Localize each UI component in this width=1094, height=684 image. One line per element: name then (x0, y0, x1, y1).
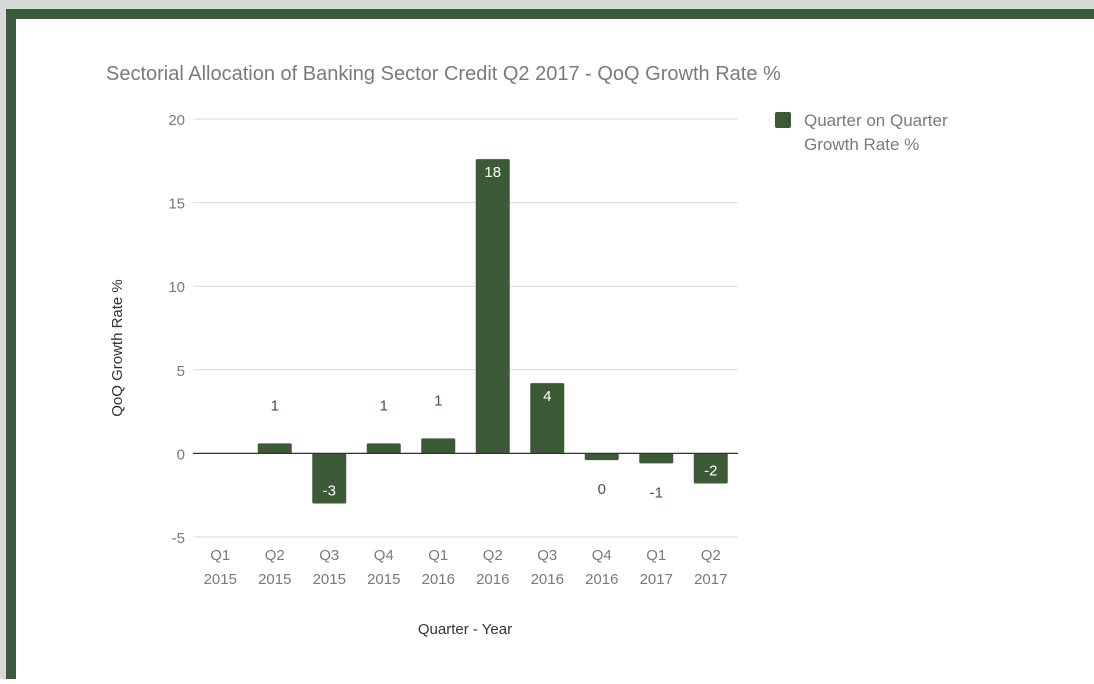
x-tick-label-year: 2015 (258, 571, 291, 588)
bars (257, 159, 728, 504)
y-tick-label: 5 (177, 363, 185, 380)
frame-border-top (6, 9, 1094, 19)
data-label: 18 (484, 164, 501, 181)
y-tick-label: -5 (172, 530, 185, 547)
x-tick-label-year: 2016 (531, 571, 564, 588)
x-axis-label: Quarter - Year (418, 621, 512, 638)
x-tick-label-quarter: Q1 (210, 547, 230, 564)
x-tick-label-quarter: Q4 (374, 547, 394, 564)
bar (421, 438, 456, 454)
frame-border-left (6, 19, 16, 679)
data-label: -2 (704, 462, 717, 479)
data-label: -1 (650, 484, 663, 501)
x-tick-label-year: 2016 (585, 571, 618, 588)
y-tick-label: 15 (168, 196, 185, 213)
legend-label: Quarter on Quarter Growth Rate % (804, 111, 952, 154)
legend-label-line-1: Quarter on Quarter (804, 111, 948, 130)
data-label: 0 (598, 481, 606, 498)
x-tick-label-year: 2015 (313, 571, 346, 588)
bar-chart: Sectorial Allocation of Banking Sector C… (106, 63, 952, 638)
legend-swatch (775, 112, 791, 128)
x-tick-label-year: 2017 (694, 571, 727, 588)
y-tick-label: 20 (168, 112, 185, 129)
x-axis-ticks: Q1 2015 Q2 2015 Q3 2015 Q4 2015 Q1 2016 Q2 2016 Q3 20… (204, 547, 728, 588)
x-tick-label-quarter: Q3 (537, 547, 557, 564)
y-axis-ticks: 20 15 10 5 0 -5 (168, 112, 185, 547)
legend: Quarter on Quarter Growth Rate % (775, 111, 952, 154)
legend-label-line-2: Growth Rate % (804, 135, 919, 154)
gridlines (193, 118, 738, 538)
x-tick-label-quarter: Q1 (428, 547, 448, 564)
data-label: 1 (380, 397, 388, 414)
x-tick-label-quarter: Q4 (592, 547, 612, 564)
x-tick-label-year: 2017 (640, 571, 673, 588)
x-tick-label-year: 2016 (476, 571, 509, 588)
data-label: 1 (271, 397, 279, 414)
bar (366, 443, 401, 454)
bar (530, 383, 565, 454)
outer-frame-top (0, 0, 1094, 9)
x-tick-label-quarter: Q2 (483, 547, 503, 564)
x-tick-label-year: 2015 (367, 571, 400, 588)
bar (312, 453, 347, 504)
data-labels: 1 -3 1 1 18 4 0 -1 -2 (271, 164, 718, 501)
bar (257, 443, 292, 454)
bar (693, 453, 728, 484)
data-label: -3 (323, 483, 336, 500)
bar (584, 453, 619, 461)
x-tick-label-year: 2015 (204, 571, 237, 588)
data-label: 1 (434, 392, 442, 409)
data-label: 4 (543, 388, 551, 405)
y-tick-label: 10 (168, 279, 185, 296)
outer-frame-left (0, 9, 6, 679)
x-tick-label-year: 2016 (422, 571, 455, 588)
x-tick-label-quarter: Q3 (319, 547, 339, 564)
x-tick-label-quarter: Q1 (646, 547, 666, 564)
bar (475, 159, 510, 454)
chart-canvas: Sectorial Allocation of Banking Sector C… (16, 19, 1094, 679)
y-axis-label: QoQ Growth Rate % (109, 279, 126, 417)
x-tick-label-quarter: Q2 (701, 547, 721, 564)
chart-title: Sectorial Allocation of Banking Sector C… (106, 63, 781, 85)
y-tick-label: 0 (177, 446, 185, 463)
x-tick-label-quarter: Q2 (265, 547, 285, 564)
bar (639, 453, 674, 464)
